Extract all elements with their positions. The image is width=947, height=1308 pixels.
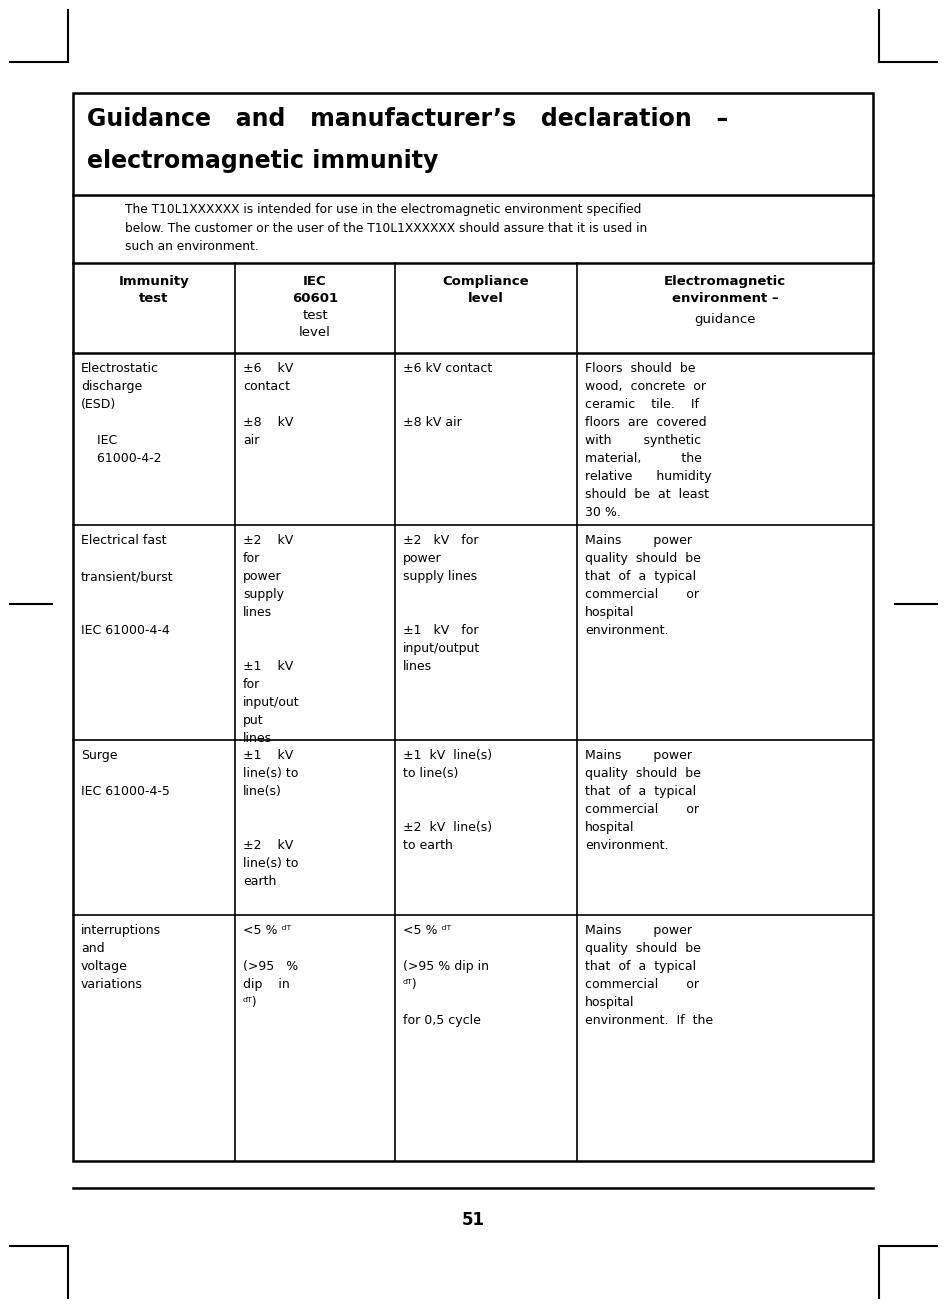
Text: <5 % ᵈᵀ

(>95   %
dip    in
ᵈᵀ): <5 % ᵈᵀ (>95 % dip in ᵈᵀ)	[243, 923, 298, 1008]
Text: 51: 51	[462, 1211, 485, 1230]
Text: ±6 kV contact


±8 kV air: ±6 kV contact ±8 kV air	[403, 362, 492, 429]
Text: test
level: test level	[299, 309, 331, 339]
Text: ±1    kV
line(s) to
line(s)


±2    kV
line(s) to
earth: ±1 kV line(s) to line(s) ±2 kV line(s) t…	[243, 749, 298, 888]
Text: IEC
60601: IEC 60601	[292, 275, 338, 305]
Text: guidance: guidance	[694, 313, 756, 326]
Text: <5 % ᵈᵀ

(>95 % dip in
ᵈᵀ)

for 0,5 cycle: <5 % ᵈᵀ (>95 % dip in ᵈᵀ) for 0,5 cycle	[403, 923, 489, 1027]
Text: Mains        power
quality  should  be
that  of  a  typical
commercial       or
: Mains power quality should be that of a …	[585, 534, 701, 637]
Text: Guidance   and   manufacturer’s   declaration   –: Guidance and manufacturer’s declaration …	[87, 107, 728, 131]
Text: Surge

IEC 61000-4-5: Surge IEC 61000-4-5	[81, 749, 170, 798]
Text: Immunity
test: Immunity test	[118, 275, 189, 305]
Text: Electromagnetic
environment –: Electromagnetic environment –	[664, 275, 786, 305]
Text: ±2    kV
for
power
supply
lines


±1    kV
for
input/out
put
lines: ±2 kV for power supply lines ±1 kV for i…	[243, 534, 299, 746]
Text: Electrostatic
discharge
(ESD)

    IEC
    61000-4-2: Electrostatic discharge (ESD) IEC 61000-…	[81, 362, 162, 466]
Bar	[73, 93, 873, 1162]
Text: Compliance
level: Compliance level	[442, 275, 529, 305]
Text: electromagnetic immunity: electromagnetic immunity	[87, 149, 438, 173]
Text: Floors  should  be
wood,  concrete  or
ceramic    tile.    If
floors  are  cover: Floors should be wood, concrete or ceram…	[585, 362, 711, 519]
Text: Electrical fast

transient/burst


IEC 61000-4-4: Electrical fast transient/burst IEC 6100…	[81, 534, 173, 637]
Text: ±6    kV
contact

±8    kV
air: ±6 kV contact ±8 kV air	[243, 362, 294, 447]
Text: ±1  kV  line(s)
to line(s)


±2  kV  line(s)
to earth: ±1 kV line(s) to line(s) ±2 kV line(s) t…	[403, 749, 492, 852]
Text: ±2   kV   for
power
supply lines


±1   kV   for
input/output
lines: ±2 kV for power supply lines ±1 kV for i…	[403, 534, 480, 674]
Text: The T10L1XXXXXX is intended for use in the electromagnetic environment specified: The T10L1XXXXXX is intended for use in t…	[125, 203, 647, 252]
Text: Mains        power
quality  should  be
that  of  a  typical
commercial       or
: Mains power quality should be that of a …	[585, 923, 713, 1027]
Text: interruptions
and
voltage
variations: interruptions and voltage variations	[81, 923, 161, 991]
Text: Mains        power
quality  should  be
that  of  a  typical
commercial       or
: Mains power quality should be that of a …	[585, 749, 701, 852]
